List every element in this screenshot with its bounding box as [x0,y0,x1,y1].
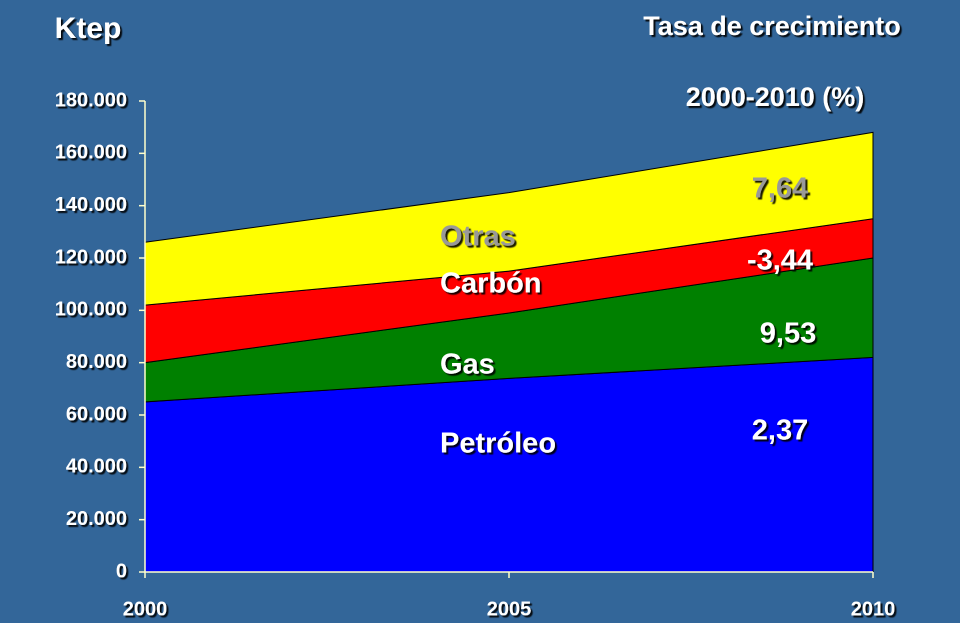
series-label: Petróleo [440,428,556,460]
y-axis-title: Ktep [55,12,122,45]
growth-rate: 7,64 [752,173,808,205]
y-tick-label: 80.000 [66,351,127,373]
y-tick-label: 160.000 [55,142,127,164]
growth-rate: 9,53 [760,318,816,350]
x-tick-label: 2010 [851,598,896,620]
y-tick-label: 60.000 [66,403,127,425]
x-tick-label: 2005 [487,598,532,620]
y-tick-label: 20.000 [66,508,127,530]
growth-rate: -3,44 [747,245,813,277]
series-label: Gas [440,349,495,381]
annotation: 2000-2010 (%) [686,82,865,112]
x-tick-label: 2000 [123,598,168,620]
annotation: Tasa de crecimiento [643,11,901,41]
y-tick-label: 100.000 [55,299,127,321]
y-tick-label: 140.000 [55,194,127,216]
series-label: Carbón [440,268,542,300]
y-tick-label: 40.000 [66,456,127,478]
y-tick-label: 120.000 [55,246,127,268]
y-tick-label: 180.000 [55,89,127,111]
series-label: Otras [440,221,516,253]
y-tick-label: 0 [116,560,127,582]
growth-rate: 2,37 [752,415,808,447]
